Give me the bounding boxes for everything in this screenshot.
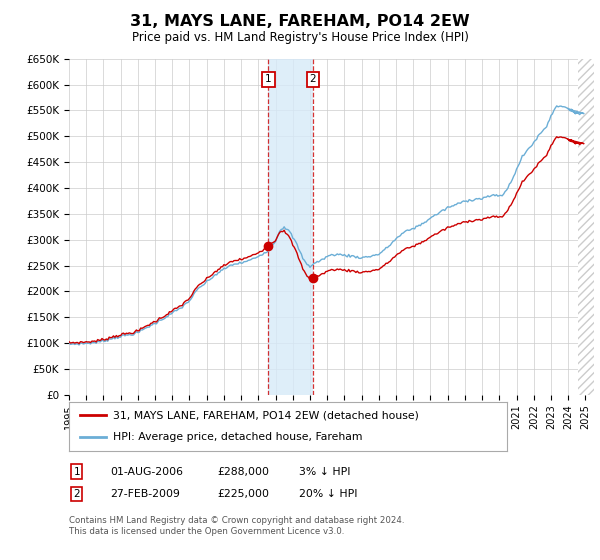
Text: £225,000: £225,000: [218, 489, 270, 499]
Text: 27-FEB-2009: 27-FEB-2009: [110, 489, 179, 499]
Text: £288,000: £288,000: [218, 466, 270, 477]
Text: 20% ↓ HPI: 20% ↓ HPI: [299, 489, 358, 499]
Text: 1: 1: [265, 74, 272, 85]
Text: Price paid vs. HM Land Registry's House Price Index (HPI): Price paid vs. HM Land Registry's House …: [131, 31, 469, 44]
Text: 2: 2: [73, 489, 80, 499]
Text: 31, MAYS LANE, FAREHAM, PO14 2EW (detached house): 31, MAYS LANE, FAREHAM, PO14 2EW (detach…: [113, 410, 419, 421]
Polygon shape: [578, 59, 594, 395]
Text: 01-AUG-2006: 01-AUG-2006: [110, 466, 183, 477]
Text: 1: 1: [73, 466, 80, 477]
Text: 31, MAYS LANE, FAREHAM, PO14 2EW: 31, MAYS LANE, FAREHAM, PO14 2EW: [130, 14, 470, 29]
Text: HPI: Average price, detached house, Fareham: HPI: Average price, detached house, Fare…: [113, 432, 362, 442]
Text: 2: 2: [310, 74, 316, 85]
Text: Contains HM Land Registry data © Crown copyright and database right 2024.
This d: Contains HM Land Registry data © Crown c…: [69, 516, 404, 536]
Bar: [268, 59, 313, 395]
Text: 3% ↓ HPI: 3% ↓ HPI: [299, 466, 350, 477]
